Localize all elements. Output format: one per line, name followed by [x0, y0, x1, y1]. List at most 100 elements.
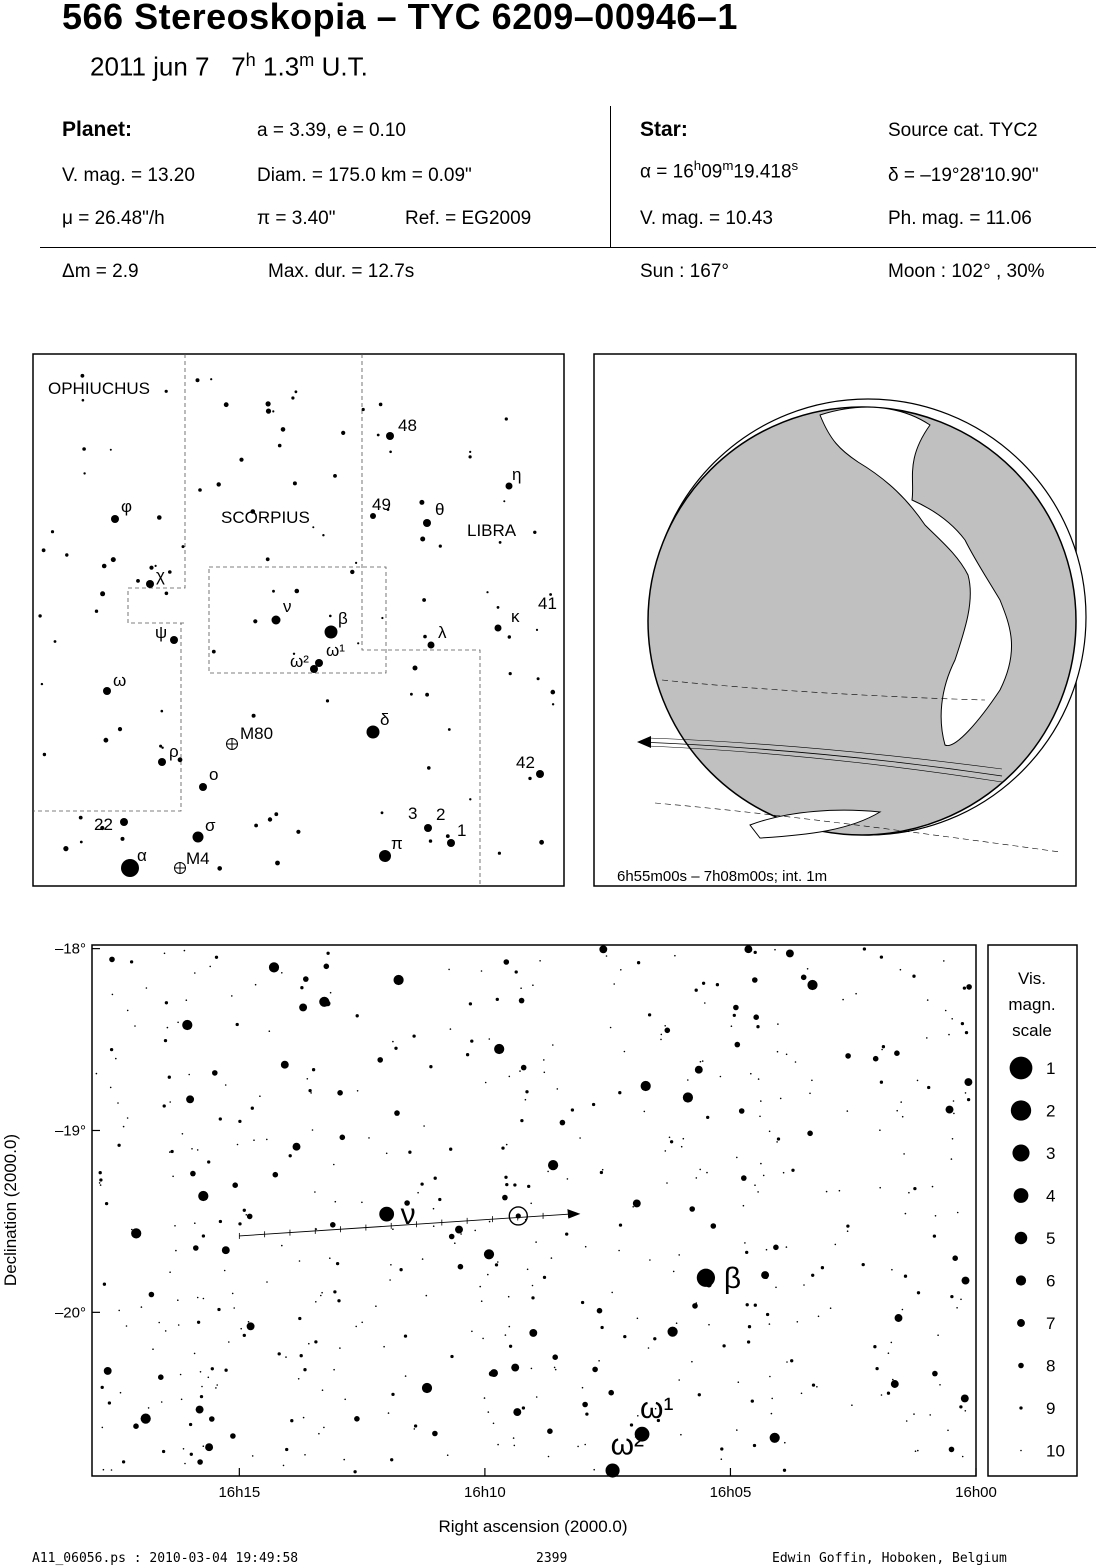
detail-stars [95, 945, 973, 1474]
legend-items: 1 2 3 4 5 6 7 8 9 10 [1009, 1056, 1065, 1461]
finder-star [386, 432, 394, 440]
legend-dot [1014, 1231, 1028, 1245]
field-star [161, 1449, 166, 1454]
field-star [591, 1102, 596, 1107]
field-star [175, 1249, 177, 1252]
field-star [460, 1233, 462, 1235]
legend-title-3: scale [1012, 1021, 1052, 1040]
event-hour: 7 [231, 51, 246, 82]
field-star [592, 1366, 598, 1373]
detail-named-stars: ν β ω¹ ω² [379, 1198, 741, 1478]
field-star [794, 1061, 797, 1063]
field-star [956, 1211, 959, 1214]
finder-star [63, 846, 69, 852]
named-star-label: ω¹ [640, 1392, 673, 1425]
field-star [952, 1255, 958, 1261]
field-star [502, 1194, 508, 1201]
field-star [195, 1405, 204, 1414]
field-star [297, 1378, 300, 1380]
field-star [547, 1428, 553, 1434]
star-ra: α = 16h09m19.418s [640, 158, 798, 183]
field-star [103, 1366, 112, 1375]
finder-star [425, 692, 429, 697]
field-star [601, 1168, 604, 1171]
field-star [776, 1137, 781, 1141]
field-star [745, 1250, 749, 1255]
field-star [745, 1303, 749, 1307]
named-star-label: β [724, 1262, 741, 1295]
field-star [186, 1095, 195, 1104]
field-star [513, 1408, 522, 1417]
finder-star [507, 635, 511, 639]
field-star [720, 1458, 723, 1460]
field-star [214, 955, 219, 959]
finder-star [422, 598, 426, 602]
field-star [202, 1297, 205, 1300]
finder-star [164, 591, 169, 596]
field-star [623, 1050, 626, 1053]
finder-label: M4 [186, 849, 210, 868]
field-star [613, 983, 615, 985]
x-axis-label: Right ascension (2000.0) [438, 1517, 627, 1536]
field-star [817, 1315, 820, 1318]
field-star [494, 1043, 505, 1055]
field-star [774, 948, 776, 951]
field-star [179, 1373, 182, 1376]
field-star [390, 1264, 392, 1266]
field-star [722, 1344, 726, 1348]
field-star [632, 1206, 634, 1208]
field-star [126, 1009, 129, 1012]
field-star [174, 1225, 176, 1227]
finder-label: 41 [538, 594, 557, 613]
finder-star [251, 713, 256, 718]
field-star [732, 1013, 736, 1018]
field-star [100, 1385, 104, 1390]
finder-star [386, 508, 390, 511]
globe-panel: 6h55m00s – 7h08m00s; int. 1m [593, 353, 1087, 887]
field-star [760, 1100, 762, 1102]
field-star [304, 1454, 306, 1456]
finder-label: ω² [290, 652, 309, 671]
field-star [508, 1075, 511, 1078]
finder-chart: OPHIUCHUS SCORPIUS LIBRA 48 η 49 θ φ χ ν β λ κ 41 ψ… [32, 353, 565, 887]
field-star [501, 1146, 505, 1150]
field-star [488, 1220, 491, 1223]
field-star [318, 1432, 320, 1435]
field-star [886, 1391, 891, 1395]
field-star [109, 956, 115, 963]
field-star [170, 1149, 174, 1154]
field-star [762, 1174, 765, 1177]
path-line [239, 1213, 569, 1237]
finder-star [447, 728, 451, 731]
field-star [811, 1079, 813, 1082]
field-star [335, 1261, 340, 1266]
finder-star [120, 836, 125, 841]
finder-star [496, 606, 500, 609]
field-star [483, 1397, 486, 1399]
field-star [196, 1320, 201, 1324]
field-star [585, 1412, 589, 1416]
field-star [753, 1303, 757, 1307]
finder-star [329, 614, 332, 618]
finder-star [536, 677, 540, 681]
field-star [875, 1366, 879, 1371]
finder-star [322, 534, 325, 537]
field-star [584, 1245, 587, 1248]
finder-star [378, 402, 383, 407]
field-star [394, 1046, 398, 1050]
field-star [448, 1233, 455, 1240]
field-star [806, 968, 809, 970]
field-star [899, 968, 902, 971]
field-star [757, 1078, 760, 1080]
field-star [605, 955, 608, 957]
max-duration: Max. dur. = 12.7s [268, 261, 415, 282]
field-star [680, 1145, 683, 1148]
field-star [202, 1445, 205, 1447]
field-star [343, 1458, 346, 1461]
field-star [951, 1018, 953, 1020]
sun-elongation: Sun : 167° [640, 261, 729, 282]
field-star [765, 1312, 770, 1317]
field-star [680, 1433, 682, 1436]
field-star [277, 1352, 281, 1356]
star-ra-hours: α = 16 [640, 161, 694, 183]
